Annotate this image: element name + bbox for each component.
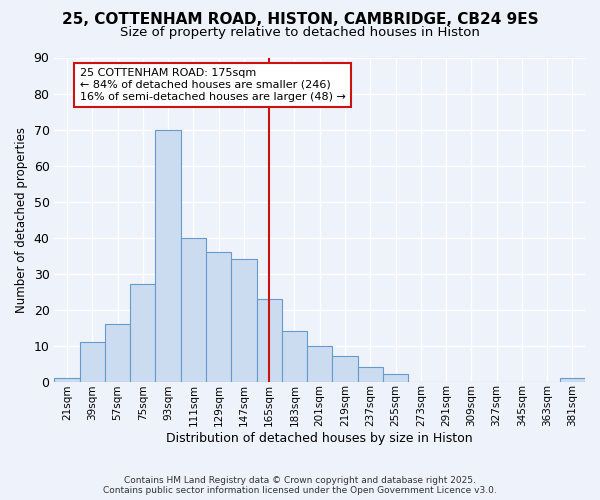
Bar	[231, 259, 257, 382]
Bar	[383, 374, 408, 382]
X-axis label: Distribution of detached houses by size in Histon: Distribution of detached houses by size …	[166, 432, 473, 445]
Bar	[560, 378, 585, 382]
Text: 25 COTTENHAM ROAD: 175sqm
← 84% of detached houses are smaller (246)
16% of semi: 25 COTTENHAM ROAD: 175sqm ← 84% of detac…	[80, 68, 346, 102]
Bar	[155, 130, 181, 382]
Bar	[257, 298, 282, 382]
Bar	[307, 346, 332, 382]
Bar	[181, 238, 206, 382]
Bar	[130, 284, 155, 382]
Text: Size of property relative to detached houses in Histon: Size of property relative to detached ho…	[120, 26, 480, 39]
Bar	[55, 378, 80, 382]
Bar	[282, 331, 307, 382]
Bar	[206, 252, 231, 382]
Bar	[332, 356, 358, 382]
Text: Contains HM Land Registry data © Crown copyright and database right 2025.
Contai: Contains HM Land Registry data © Crown c…	[103, 476, 497, 495]
Text: 25, COTTENHAM ROAD, HISTON, CAMBRIDGE, CB24 9ES: 25, COTTENHAM ROAD, HISTON, CAMBRIDGE, C…	[62, 12, 538, 28]
Y-axis label: Number of detached properties: Number of detached properties	[15, 126, 28, 312]
Bar	[80, 342, 105, 382]
Bar	[358, 367, 383, 382]
Bar	[105, 324, 130, 382]
